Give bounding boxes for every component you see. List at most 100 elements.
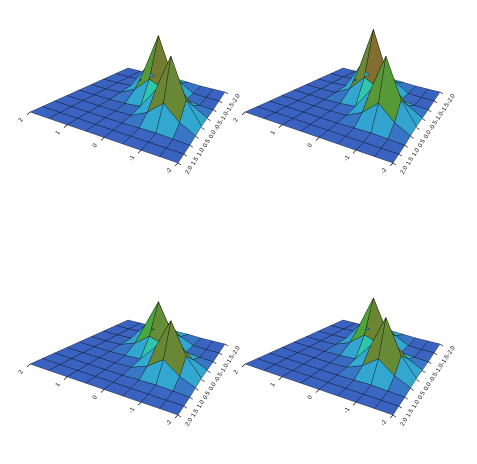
y-tick-label: 1.0: [412, 147, 422, 158]
y-tick: [183, 153, 188, 157]
x-tick-label: 1: [270, 382, 277, 388]
y-tick: [224, 343, 229, 347]
y-tick: [398, 153, 403, 157]
x-tick: [137, 150, 142, 154]
y-tick: [218, 352, 223, 356]
y-tick: [195, 136, 199, 139]
y-tick-label: 0.0: [423, 129, 433, 140]
y-tick-label: -2.0: [446, 93, 457, 106]
x-tick: [241, 363, 246, 368]
y-tick-label: 0.5: [202, 390, 212, 401]
y-tick-label: 0.5: [417, 390, 427, 401]
y-tick-label: 2.0: [185, 165, 195, 176]
y-tick-label: -2.0: [446, 345, 457, 358]
y-tick-label: -0.5: [429, 119, 440, 132]
y-tick: [183, 405, 188, 409]
x-tick-label: 0: [307, 394, 314, 400]
x-tick: [278, 376, 283, 380]
x-tick-label: 1: [270, 130, 277, 136]
x-tick: [352, 402, 357, 406]
y-tick: [224, 91, 229, 95]
y-tick-label: 0.0: [208, 381, 218, 392]
x-tick: [352, 150, 357, 154]
x-tick: [174, 414, 179, 419]
y-tick: [195, 388, 199, 391]
y-tick: [428, 109, 432, 112]
y-tick: [410, 136, 414, 139]
y-tick: [433, 100, 438, 104]
y-tick-label: 1.5: [191, 156, 201, 167]
x-tick: [389, 414, 394, 419]
x-tick: [315, 389, 320, 393]
x-tick: [241, 111, 246, 116]
y-tick-label: -1.5: [225, 102, 236, 115]
y-tick-label: 1.0: [412, 399, 422, 410]
y-tick-label: -1.5: [440, 354, 451, 367]
y-tick-label: 2.0: [400, 165, 410, 176]
x-tick-label: 0: [307, 142, 314, 148]
x-tick-label: -1: [129, 406, 137, 414]
y-tick: [207, 370, 211, 373]
x-tick-label: -2: [166, 167, 174, 175]
y-tick-label: -2.0: [231, 345, 242, 358]
x-tick-label: 0: [92, 142, 99, 148]
y-tick: [218, 100, 223, 104]
y-tick-label: -2.0: [231, 93, 242, 106]
x-tick-label: 2: [233, 117, 240, 123]
x-tick: [137, 402, 142, 406]
x-tick: [100, 389, 105, 393]
x-tick-label: 1: [55, 382, 62, 388]
x-tick: [26, 363, 31, 368]
y-tick-label: -1.0: [435, 110, 446, 123]
y-tick: [416, 379, 420, 382]
y-tick: [422, 118, 426, 121]
x-tick-label: -2: [381, 167, 389, 175]
x-tick-label: 2: [233, 369, 240, 375]
y-tick-label: -1.5: [225, 354, 236, 367]
x-tick-label: -1: [129, 154, 137, 162]
y-tick-label: -1.0: [435, 362, 446, 375]
y-tick-label: -1.0: [220, 110, 231, 123]
y-tick-label: 2.0: [400, 417, 410, 428]
x-tick: [278, 124, 283, 128]
y-tick-label: 0.0: [208, 129, 218, 140]
y-tick-label: -1.0: [220, 362, 231, 375]
y-tick: [404, 397, 408, 400]
y-tick: [410, 388, 414, 391]
y-tick-label: 0.5: [202, 138, 212, 149]
y-tick: [439, 343, 444, 347]
y-tick-label: -0.5: [214, 371, 225, 384]
x-tick-label: -2: [381, 419, 389, 427]
x-tick: [63, 376, 68, 380]
y-tick: [392, 162, 397, 166]
y-tick: [207, 118, 211, 121]
y-tick: [433, 352, 438, 356]
y-tick: [189, 397, 193, 400]
x-tick: [315, 137, 320, 141]
x-tick: [100, 137, 105, 141]
x-tick-label: 2: [18, 117, 25, 123]
y-tick-label: 0.0: [423, 381, 433, 392]
y-tick: [213, 109, 217, 112]
y-tick-label: 1.0: [197, 399, 207, 410]
y-tick: [189, 145, 193, 148]
y-tick: [439, 91, 444, 95]
x-tick-label: 1: [55, 130, 62, 136]
y-tick-label: 1.5: [406, 156, 416, 167]
x-tick: [389, 162, 394, 167]
y-tick-label: 1.0: [197, 147, 207, 158]
y-tick: [213, 361, 217, 364]
y-tick: [416, 127, 420, 130]
y-tick-label: 1.5: [406, 408, 416, 419]
x-tick-label: 2: [18, 369, 25, 375]
y-tick: [422, 370, 426, 373]
y-tick: [177, 162, 182, 166]
x-tick: [174, 162, 179, 167]
y-tick-label: 1.5: [191, 408, 201, 419]
y-tick-label: -1.5: [440, 102, 451, 115]
